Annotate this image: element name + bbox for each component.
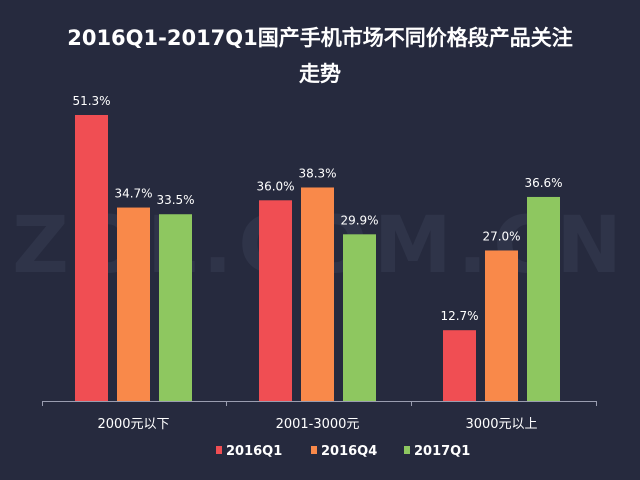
bar: [485, 250, 518, 401]
bar: [343, 234, 376, 401]
data-label: 29.9%: [340, 213, 378, 227]
data-label: 36.6%: [524, 176, 562, 190]
data-label: 12.7%: [440, 309, 478, 323]
x-tick-label: 2000元以下: [97, 417, 169, 432]
legend-swatch: [404, 446, 410, 454]
bar: [159, 214, 192, 401]
bar: [75, 115, 108, 401]
legend-swatch: [311, 446, 317, 454]
bar: [259, 200, 292, 401]
bar: [527, 196, 560, 401]
legend-swatch: [216, 446, 222, 454]
x-tick-label: 3000元以上: [465, 417, 537, 432]
chart-title-line-2: 走势: [299, 62, 341, 86]
bar: [301, 187, 334, 401]
data-label: 36.0%: [256, 179, 294, 193]
data-label: 51.3%: [72, 94, 110, 108]
legend-label: 2017Q1: [414, 444, 470, 459]
chart-title-line-1: 2016Q1-2017Q1国产手机市场不同价格段产品关注: [67, 26, 573, 50]
data-label: 34.7%: [114, 187, 152, 201]
legend-label: 2016Q4: [321, 444, 377, 459]
legend-label: 2016Q1: [226, 444, 282, 459]
x-tick-label: 2001-3000元: [276, 417, 360, 432]
bar: [117, 207, 150, 401]
data-label: 27.0%: [482, 229, 520, 243]
data-label: 33.5%: [156, 193, 194, 207]
bar: [443, 330, 476, 401]
data-label: 38.3%: [298, 166, 336, 180]
